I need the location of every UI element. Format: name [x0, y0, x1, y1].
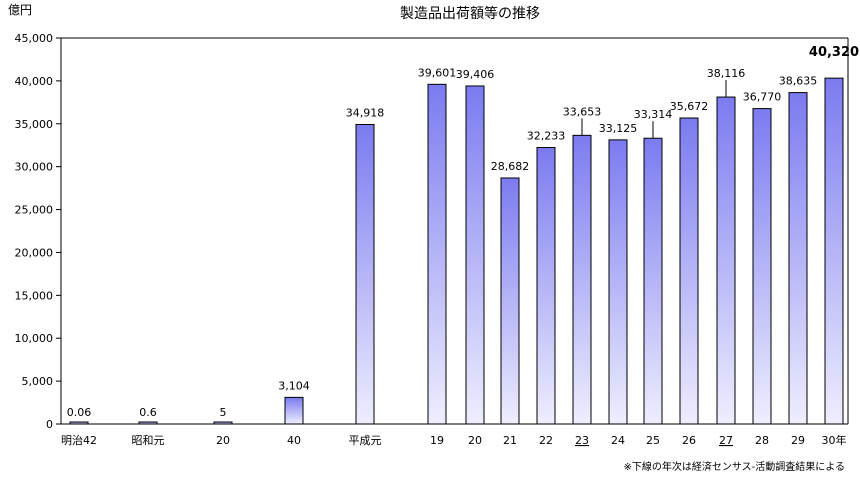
bar: [824, 77, 844, 425]
bar: [716, 96, 736, 425]
data-label: 38,635: [779, 75, 818, 88]
x-tick-label: 40: [287, 434, 301, 447]
x-tick-label: 24: [611, 434, 625, 447]
data-label: 40,320: [809, 45, 859, 60]
y-tick-label: 25,000: [15, 204, 54, 217]
data-label: 38,116: [707, 67, 746, 80]
y-tick-label: 30,000: [15, 161, 54, 174]
y-axis-unit: 億円: [8, 3, 32, 17]
x-tick-label: 27: [719, 434, 733, 447]
data-label: 34,918: [346, 106, 385, 119]
y-tick-label: 10,000: [15, 332, 54, 345]
x-tick-label: 昭和元: [132, 434, 165, 447]
x-tick-label: 19: [430, 434, 444, 447]
x-tick-label: 21: [503, 434, 517, 447]
x-tick-label: 22: [539, 434, 553, 447]
data-label: 33,125: [599, 122, 638, 135]
footnote: ※下線の年次は経済センサス‐活動調査結果による: [624, 460, 846, 473]
bar: [608, 139, 628, 425]
data-label: 36,770: [743, 91, 782, 104]
bar: [788, 92, 808, 425]
y-tick-label: 35,000: [15, 118, 54, 131]
x-tick-label: 29: [791, 434, 805, 447]
data-label: 0.6: [139, 406, 157, 419]
bar: [284, 396, 304, 425]
bar: [138, 421, 158, 425]
data-label: 32,233: [527, 130, 566, 143]
chart-title: 製造品出荷額等の推移: [400, 5, 540, 22]
data-label: 33,653: [563, 105, 602, 118]
bar: [572, 134, 592, 425]
bar: [355, 123, 375, 425]
y-tick-label: 45,000: [15, 32, 54, 45]
bar: [427, 83, 447, 425]
data-label: 33,314: [634, 108, 673, 121]
data-label: 0.06: [67, 406, 92, 419]
data-label: 39,601: [418, 66, 457, 79]
x-tick-label: 20: [468, 434, 482, 447]
bar: [679, 117, 699, 425]
data-label: 28,682: [491, 160, 530, 173]
bar: [465, 85, 485, 425]
y-tick-label: 40,000: [15, 75, 54, 88]
bar: [536, 147, 556, 425]
x-tick-label: 28: [755, 434, 769, 447]
bar: [69, 421, 89, 425]
data-label: 39,406: [456, 68, 495, 81]
y-tick-label: 15,000: [15, 289, 54, 302]
y-tick-label: 5,000: [22, 375, 54, 388]
data-label: 35,672: [670, 100, 709, 113]
x-tick-label: 26: [682, 434, 696, 447]
y-tick-label: 0: [46, 418, 53, 431]
x-tick-label: 平成元: [349, 434, 382, 447]
bar: [643, 137, 663, 425]
x-tick-label: 25: [646, 434, 660, 447]
x-tick-label: 23: [575, 434, 589, 447]
x-tick-label: 30年: [822, 433, 847, 447]
bar: [213, 421, 233, 425]
bar: [752, 108, 772, 425]
x-tick-label: 明治42: [61, 433, 97, 447]
data-label: 3,104: [278, 379, 310, 392]
bar: [500, 177, 520, 425]
y-tick-label: 20,000: [15, 246, 54, 259]
data-label: 5: [220, 406, 227, 419]
x-tick-label: 20: [216, 434, 230, 447]
